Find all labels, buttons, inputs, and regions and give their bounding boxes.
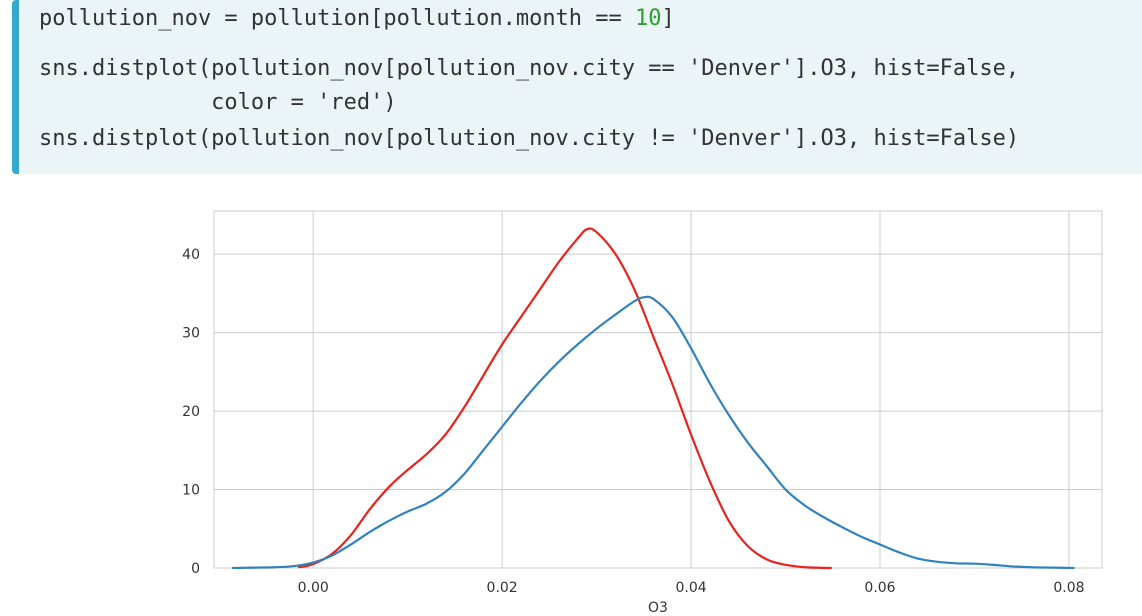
- code-text: pollution_nov = pollution[pollution.mont…: [39, 6, 636, 31]
- code-line-1: pollution_nov = pollution[pollution.mont…: [39, 6, 675, 31]
- series-line-blue: [231, 295, 1075, 570]
- y-tick-label: 0: [191, 561, 200, 577]
- code-text: color = 'red'): [39, 90, 397, 115]
- x-tick-label: 0.06: [864, 580, 895, 596]
- x-tick-label: 0.00: [298, 580, 329, 596]
- x-tick-label: 0.08: [1053, 580, 1084, 596]
- y-tick-label: 30: [182, 326, 200, 342]
- kde-plot: 0 10 20 30 40 0.00 0.02 0.04 0.06 0.08 O3: [182, 210, 1103, 616]
- y-tick-label: 20: [182, 404, 200, 420]
- x-tick-label: 0.02: [487, 580, 518, 596]
- code-cell: pollution_nov = pollution[pollution.mont…: [12, 0, 1142, 174]
- plot-area-frame: [213, 210, 1103, 569]
- x-axis-label: O3: [648, 600, 668, 616]
- code-text: sns.distplot(pollution_nov[pollution_nov…: [39, 126, 1020, 151]
- y-tick-label: 40: [182, 247, 200, 263]
- grid: [214, 211, 1102, 569]
- code-text: ]: [661, 6, 675, 31]
- x-tick-label: 0.04: [675, 580, 706, 596]
- code-text: sns.distplot(pollution_nov[pollution_nov…: [39, 56, 1020, 81]
- y-tick-label: 10: [182, 483, 200, 499]
- x-tick-labels: 0.00 0.02 0.04 0.06 0.08: [298, 580, 1085, 596]
- series-line-red: [297, 227, 832, 570]
- code-number-literal: 10: [635, 6, 662, 31]
- code-line-3: color = 'red'): [39, 90, 397, 115]
- code-line-2: sns.distplot(pollution_nov[pollution_nov…: [39, 56, 1019, 81]
- code-line-4: sns.distplot(pollution_nov[pollution_nov…: [39, 126, 1019, 151]
- series-group: [231, 227, 1075, 570]
- y-tick-labels: 0 10 20 30 40: [182, 247, 200, 577]
